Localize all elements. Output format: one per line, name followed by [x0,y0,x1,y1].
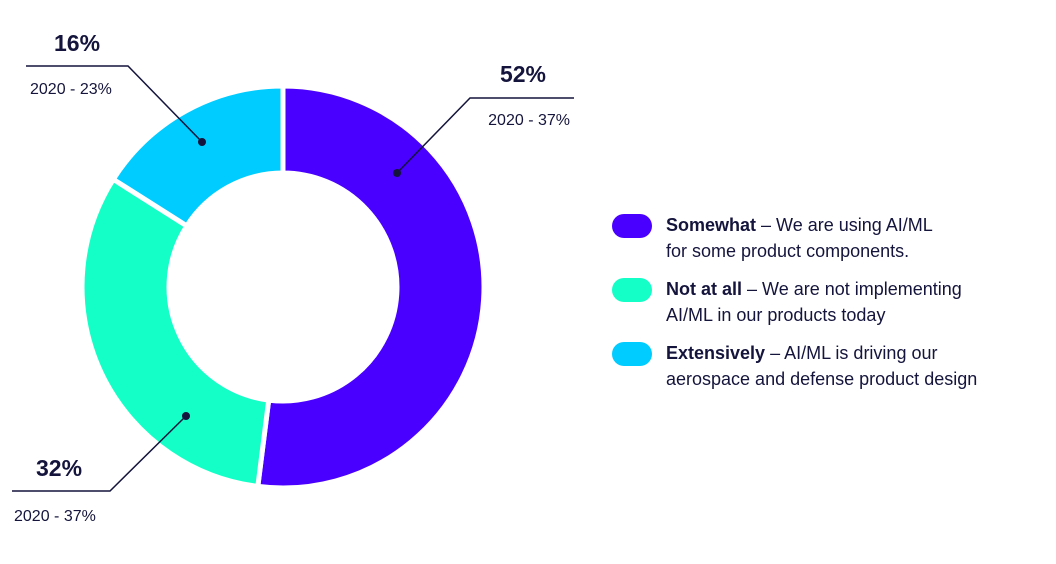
prev-label-not-at-all: 2020 - 37% [14,508,96,525]
legend-text-somewhat: Somewhat – We are using AI/ML for some p… [666,212,933,264]
callout-somewhat: 52% 2020 - 37% [393,61,574,177]
legend-item-somewhat: Somewhat – We are using AI/ML for some p… [612,212,1042,264]
legend-title-extensively: Extensively [666,343,766,363]
legend-desc-extensively-1: – AI/ML is driving our [765,343,938,363]
legend-desc-not-at-all-2: AI/ML in our products today [666,305,886,325]
legend-title-not-at-all: Not at all [666,279,743,299]
leader-dot-not-at-all [182,412,190,420]
prev-label-extensively: 2020 - 23% [30,81,112,98]
data-label-somewhat: 52% [500,61,546,87]
slice-not-at-all [79,176,272,489]
legend-text-extensively: Extensively – AI/ML is driving our aeros… [666,340,977,392]
leader-line-not-at-all [12,415,187,492]
slice-extensively [110,83,286,229]
legend-desc-somewhat-1: – We are using AI/ML [756,215,933,235]
data-label-extensively: 16% [54,30,100,56]
callout-extensively: 16% 2020 - 23% [26,30,206,146]
legend-item-extensively: Extensively – AI/ML is driving our aeros… [612,340,1042,392]
legend-swatch-extensively [612,342,652,366]
legend-desc-extensively-2: aerospace and defense product design [666,369,978,389]
leader-line-extensively [26,65,203,143]
data-label-not-at-all: 32% [36,455,82,481]
legend-swatch-not-at-all [612,278,652,302]
leader-dot-somewhat [393,169,401,177]
legend-text-not-at-all: Not at all – We are not implementing AI/… [666,276,962,328]
legend-desc-somewhat-2: for some product components. [666,241,910,261]
legend-desc-not-at-all-1: – We are not implementing [742,279,962,299]
prev-label-somewhat: 2020 - 37% [488,112,570,129]
slice-somewhat [255,83,487,491]
callout-not-at-all: 32% 2020 - 37% [12,412,190,525]
legend-swatch-somewhat [612,214,652,238]
legend: Somewhat – We are using AI/ML for some p… [612,212,1042,404]
donut-slices [79,83,487,491]
leader-dot-extensively [198,138,206,146]
leader-line-somewhat [396,97,574,174]
legend-title-somewhat: Somewhat [666,215,757,235]
legend-item-not-at-all: Not at all – We are not implementing AI/… [612,276,1042,328]
